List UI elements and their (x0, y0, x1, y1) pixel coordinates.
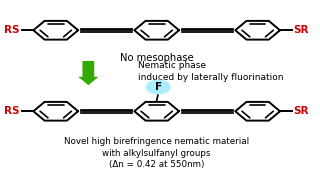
Text: Novel high birefringence nematic material
with alkylsulfanyl groups
(Δn = 0.42 a: Novel high birefringence nematic materia… (64, 137, 249, 170)
Text: RS: RS (4, 106, 20, 116)
Text: SR: SR (293, 25, 309, 35)
Text: SR: SR (293, 106, 309, 116)
Text: RS: RS (4, 25, 20, 35)
Text: Nematic phase
induced by laterally fluorination: Nematic phase induced by laterally fluor… (138, 61, 284, 82)
Text: F: F (155, 82, 162, 92)
Circle shape (146, 80, 171, 94)
Text: No mesophase: No mesophase (120, 53, 194, 63)
FancyArrow shape (78, 61, 99, 85)
